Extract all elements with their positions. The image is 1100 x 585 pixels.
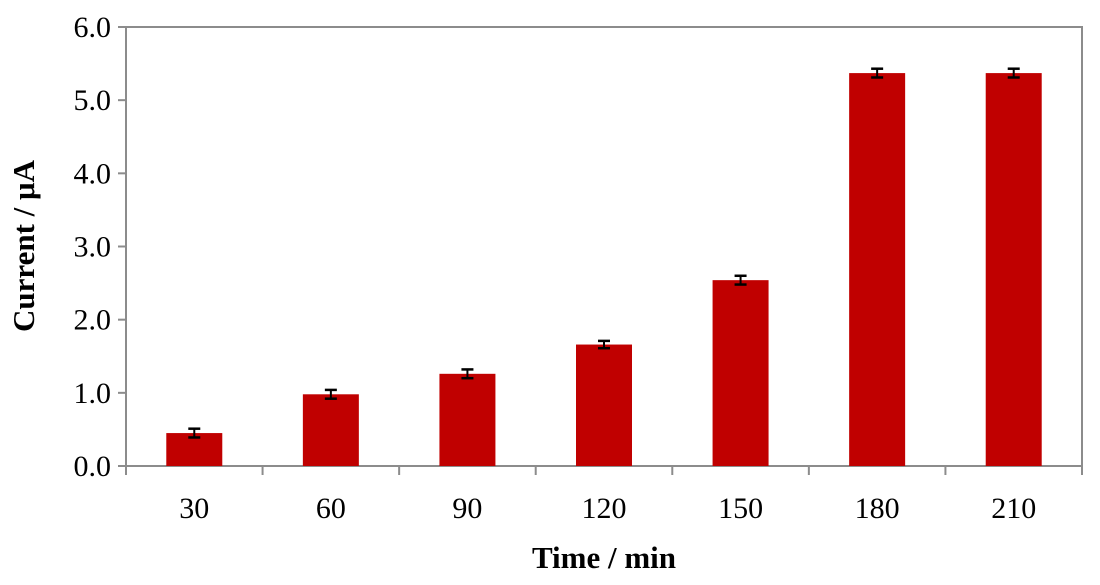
error-bars: [188, 67, 1020, 439]
x-tick-label: 210: [991, 492, 1036, 525]
y-tick-label: 1.0: [74, 377, 112, 410]
y-tick-label: 2.0: [74, 304, 112, 337]
error-bar-180: [871, 67, 884, 79]
y-tick-label: 3.0: [74, 231, 112, 264]
x-axis-title: Time / min: [532, 540, 676, 575]
x-tick-label: 90: [452, 492, 482, 525]
bar-210: [985, 73, 1042, 466]
error-bar-210: [1007, 67, 1020, 79]
x-tick-label: 120: [582, 492, 627, 525]
y-tick-label: 4.0: [74, 157, 112, 190]
y-axis: 0.0 1.0 2.0 3.0 4.0 5.0 6.0: [74, 11, 126, 483]
bar-120: [576, 344, 632, 466]
y-tick-label: 6.0: [74, 11, 112, 44]
bar-90: [439, 373, 496, 466]
bar-180: [849, 73, 906, 466]
x-axis: 30 60 90 120 150 180 210: [125, 466, 1083, 525]
y-tick-label: 0.0: [74, 450, 112, 483]
x-tick-label: 60: [316, 492, 346, 525]
x-tick-label: 180: [855, 492, 900, 525]
error-bar-60: [324, 388, 337, 400]
bar-60: [302, 394, 359, 466]
y-axis-title: Current / μA: [6, 159, 41, 332]
y-tick-label: 5.0: [74, 84, 112, 117]
error-bar-150: [734, 274, 747, 286]
error-bar-30: [188, 427, 201, 439]
x-tick-label: 30: [179, 492, 209, 525]
error-bar-120: [598, 339, 610, 350]
bar-150: [712, 280, 769, 466]
bars: [166, 73, 1042, 466]
x-tick-label: 150: [718, 492, 763, 525]
error-bar-90: [461, 368, 474, 380]
